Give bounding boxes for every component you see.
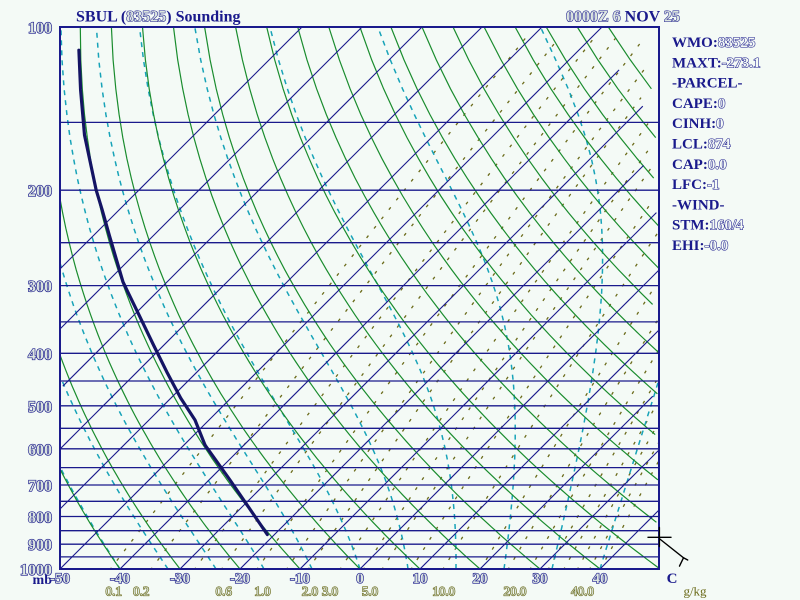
svg-text:0.2: 0.2 xyxy=(133,584,149,599)
svg-text:CAPE:0: CAPE:0 xyxy=(672,96,725,112)
svg-text:40: 40 xyxy=(593,571,608,587)
svg-text:CAP:0.0: CAP:0.0 xyxy=(672,157,727,173)
svg-text:900: 900 xyxy=(28,537,52,554)
svg-text:700: 700 xyxy=(28,478,52,495)
svg-text:5.0: 5.0 xyxy=(362,584,378,599)
svg-text:g/kg: g/kg xyxy=(683,584,707,599)
svg-text:EHI:-0.0: EHI:-0.0 xyxy=(672,238,728,254)
svg-text:SBUL (83525) Sounding: SBUL (83525) Sounding xyxy=(76,9,241,26)
svg-text:MAXT:-273.1: MAXT:-273.1 xyxy=(672,55,760,71)
svg-text:C: C xyxy=(667,571,678,587)
svg-text:300: 300 xyxy=(28,279,52,296)
svg-text:-50: -50 xyxy=(50,571,70,587)
svg-text:STM:160/4: STM:160/4 xyxy=(672,218,744,234)
svg-text:40.0: 40.0 xyxy=(571,584,594,599)
svg-text:-PARCEL-: -PARCEL- xyxy=(672,76,743,92)
svg-text:-WIND-: -WIND- xyxy=(672,197,725,213)
svg-text:-30: -30 xyxy=(170,571,190,587)
svg-text:CINH:0: CINH:0 xyxy=(672,116,724,132)
svg-text:2.0: 2.0 xyxy=(302,584,318,599)
svg-text:0000Z 6 NOV 25: 0000Z 6 NOV 25 xyxy=(566,9,680,26)
svg-text:30: 30 xyxy=(533,571,548,587)
svg-text:200: 200 xyxy=(28,183,52,200)
svg-text:500: 500 xyxy=(28,399,52,416)
svg-text:-20: -20 xyxy=(230,571,250,587)
svg-text:20: 20 xyxy=(473,571,488,587)
svg-text:LFC:-1: LFC:-1 xyxy=(672,177,720,193)
svg-text:20.0: 20.0 xyxy=(504,584,527,599)
svg-text:WMO:83525: WMO:83525 xyxy=(672,35,755,51)
svg-text:10.0: 10.0 xyxy=(432,584,455,599)
svg-text:0.6: 0.6 xyxy=(216,584,233,599)
svg-text:0.1: 0.1 xyxy=(106,584,122,599)
svg-text:10: 10 xyxy=(413,571,428,587)
svg-text:LCL:874: LCL:874 xyxy=(672,137,731,153)
svg-text:400: 400 xyxy=(28,346,52,363)
svg-text:3.0: 3.0 xyxy=(322,584,338,599)
svg-text:100: 100 xyxy=(28,20,52,37)
svg-text:1.0: 1.0 xyxy=(254,584,270,599)
svg-text:800: 800 xyxy=(28,510,52,527)
svg-text:600: 600 xyxy=(28,442,52,459)
